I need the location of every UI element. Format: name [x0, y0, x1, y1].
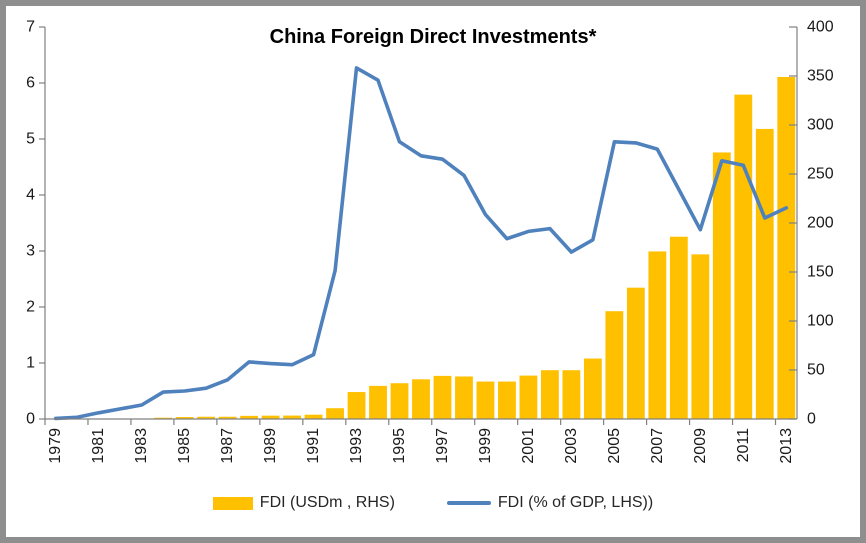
- y-axis-left-label: 7: [26, 19, 35, 36]
- bar: [283, 415, 301, 419]
- x-axis-label: 1989: [262, 428, 279, 464]
- y-axis-right-label: 350: [807, 68, 834, 85]
- bar: [669, 236, 688, 419]
- bar: [433, 375, 452, 419]
- y-axis-left-label: 6: [26, 75, 35, 92]
- x-axis-label: 1985: [176, 428, 193, 464]
- bar: [755, 128, 774, 420]
- bar: [777, 76, 796, 419]
- x-axis-label: 1995: [391, 428, 408, 464]
- x-axis-label: 2013: [778, 428, 795, 464]
- x-axis-label: 1979: [47, 428, 64, 464]
- y-axis-right-label: 200: [807, 215, 834, 232]
- bar: [455, 376, 473, 419]
- bar: [326, 408, 344, 419]
- x-axis-label: 1999: [477, 428, 494, 464]
- y-axis-right-label: 50: [807, 362, 825, 379]
- bar: [691, 254, 710, 419]
- y-axis-right-label: 150: [807, 264, 834, 281]
- bar: [240, 415, 259, 419]
- x-axis-label: 1993: [348, 428, 365, 464]
- bar: [154, 417, 173, 419]
- bar: [648, 251, 667, 419]
- plot-area: 0 1 2 3 4 5 6 7 0 50 100 150 200 250 300 350 400 1979 1981…: [26, 19, 834, 464]
- legend-item-fdi-gdp: FDI (% of GDP, LHS)): [446, 494, 654, 512]
- legend-item-fdi-usdm: FDI (USDm , RHS): [212, 494, 395, 512]
- chart-canvas: China Foreign Direct Investments* 0 1 2 3 4 5…: [26, 19, 834, 464]
- fdi-gdp-line: [53, 66, 789, 421]
- bar: [390, 383, 409, 419]
- x-axis-label: 2005: [606, 428, 623, 464]
- x-axis-label: 2003: [563, 428, 580, 464]
- bar: [734, 94, 753, 420]
- bar: [583, 358, 602, 419]
- legend-label-fdi-gdp: FDI (% of GDP, LHS)): [497, 494, 654, 511]
- y-axis-left-label: 1: [26, 355, 35, 372]
- legend-label-fdi-usdm: FDI (USDm , RHS): [259, 494, 395, 511]
- y-axis-left-label: 4: [26, 187, 35, 204]
- bar: [712, 152, 731, 419]
- bar: [197, 416, 216, 419]
- y-axis-right-label: 100: [807, 313, 834, 330]
- line-series-swatch-icon: [446, 501, 491, 505]
- y-axis-right-label: 300: [807, 117, 834, 134]
- bar: [412, 379, 430, 419]
- bar: [605, 311, 624, 419]
- x-axis-label: 1981: [90, 428, 107, 464]
- x-axis-label: 1991: [305, 428, 322, 464]
- x-axis-label: 1987: [219, 428, 236, 464]
- y-axis-right-label: 400: [807, 19, 834, 36]
- x-axis-label: 1983: [133, 428, 150, 464]
- bar: [304, 414, 323, 419]
- bar: [562, 370, 581, 419]
- bar: [626, 287, 645, 419]
- bar: [218, 416, 237, 419]
- x-axis-label: 2007: [649, 428, 666, 464]
- bar: [369, 385, 387, 419]
- x-axis-label: 2009: [692, 428, 709, 464]
- y-axis-left-label: 5: [26, 131, 35, 148]
- bar: [476, 381, 495, 419]
- x-axis-label: 1997: [434, 428, 451, 464]
- y-axis-left-label: 0: [26, 411, 35, 428]
- bar: [175, 417, 194, 419]
- bar: [541, 370, 559, 419]
- bar: [347, 392, 366, 419]
- bar: [261, 415, 280, 419]
- bar: [498, 381, 516, 419]
- chart-title: China Foreign Direct Investments*: [270, 26, 597, 48]
- x-axis-label: 2011: [735, 428, 752, 463]
- x-axis-label: 2001: [520, 428, 537, 464]
- y-axis-right-label: 0: [807, 411, 816, 428]
- y-axis-left-label: 2: [26, 299, 35, 316]
- legend: FDI (USDm , RHS) FDI (% of GDP, LHS)): [6, 494, 860, 512]
- y-axis-left-label: 3: [26, 243, 35, 260]
- bar-series-swatch-icon: [212, 496, 253, 510]
- y-axis-right-label: 250: [807, 166, 834, 183]
- bar: [519, 375, 538, 419]
